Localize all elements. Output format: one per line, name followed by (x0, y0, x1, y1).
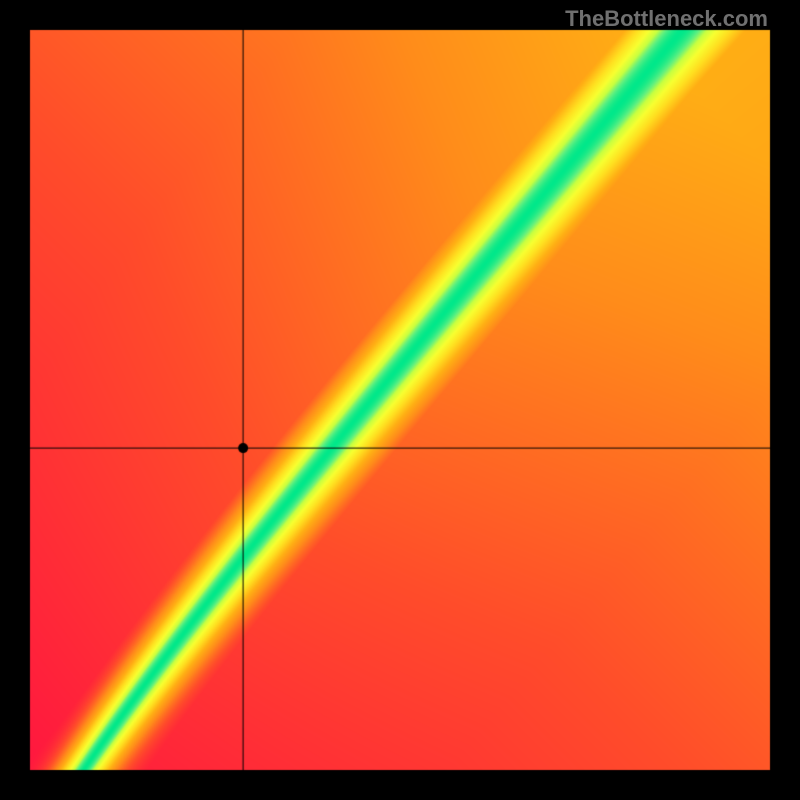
heatmap-canvas (0, 0, 800, 800)
watermark-text: TheBottleneck.com (565, 6, 768, 32)
chart-container: TheBottleneck.com (0, 0, 800, 800)
